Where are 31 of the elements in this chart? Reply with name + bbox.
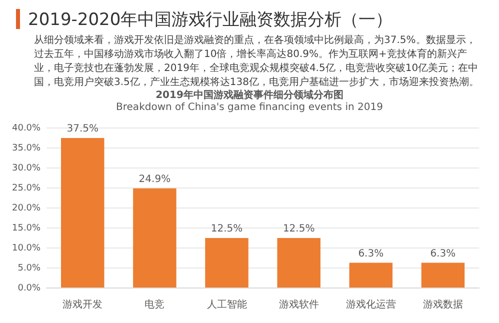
bar: [277, 238, 320, 288]
y-tick-label: 20.0%: [12, 203, 42, 214]
y-tick-label: 5.0%: [18, 263, 42, 274]
data-label: 37.5%: [66, 124, 99, 135]
x-tick-label: 游戏化运营: [346, 298, 396, 311]
y-tick-label: 40.0%: [12, 123, 42, 134]
y-tick-label: 0.0%: [18, 283, 42, 294]
data-label: 6.3%: [430, 248, 456, 260]
bar: [205, 238, 248, 288]
text: Breakdown of China's game financing events in 2019: [115, 102, 384, 114]
chart-subtitle: 从细分领域来看，游戏开发依旧是游戏融资的重点，在各项领域中比例最高，为37.5%。数据显示，过去五年，中国移动游戏市场收入翻了10倍，增长率高达80.9%。作为互联网+竞技体育的新兴产业，电子竞技也在蓬勃发展，2019年，全球电竞观众规模突破4.5亿，电竞营收突破10亿美元；在中国，电竞用户突破3.5亿，产业生态规模将达138亿，电竞用户基础进一步扩大，市场迎来投资热潮。: [33, 34, 480, 90]
data-label: 12.5%: [210, 224, 243, 235]
data-label: 6.3%: [358, 248, 384, 260]
x-tick-label: 游戏开发: [62, 298, 103, 311]
y-tick-label: 15.0%: [12, 223, 42, 234]
x-tick-label: 游戏数据: [422, 298, 463, 311]
data-label: 24.9%: [138, 174, 171, 185]
y-tick-label: 35.0%: [12, 143, 42, 154]
data-label: 12.5%: [282, 224, 315, 235]
y-tick-label: 30.0%: [12, 163, 42, 174]
bar: [421, 262, 465, 288]
bar: [349, 262, 393, 288]
bar: [133, 188, 176, 288]
bar: [61, 138, 104, 288]
y-tick-label: 25.0%: [12, 183, 42, 194]
y-tick-label: 10.0%: [12, 243, 42, 254]
text: 2019年中国游戏融资事件细分领域分布图: [154, 90, 344, 102]
chart-title: 2019-2020年中国游戏行业融资数据分析（一）: [28, 8, 393, 30]
x-tick-label: 游戏软件: [278, 298, 319, 311]
x-tick-label: 人工智能: [206, 298, 247, 311]
x-tick-label: 电竞: [144, 298, 165, 311]
